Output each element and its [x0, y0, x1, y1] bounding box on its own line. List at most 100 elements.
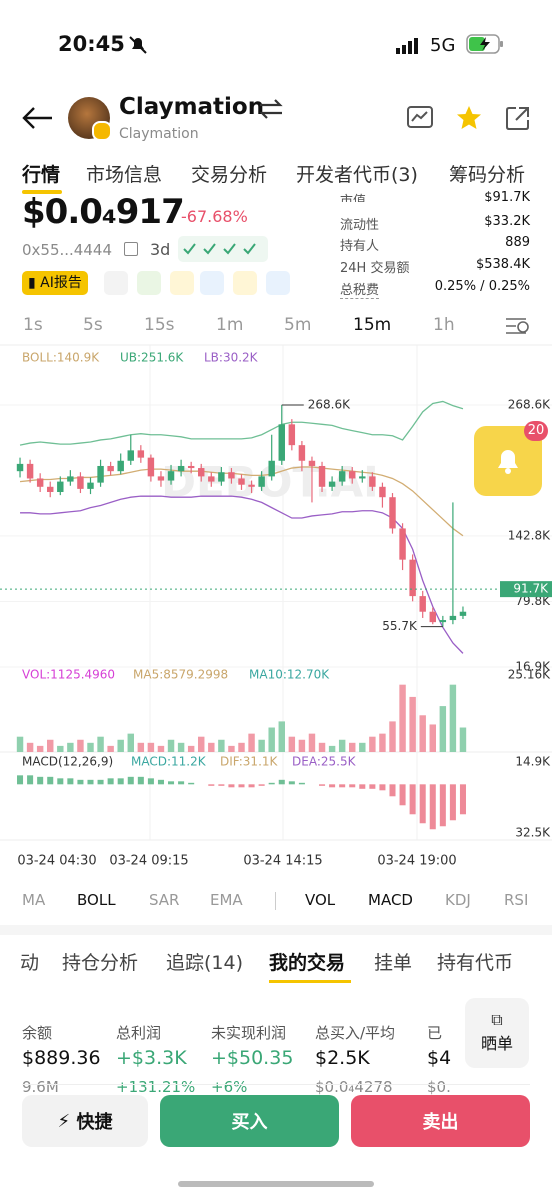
- timeframe[interactable]: 1m: [216, 315, 244, 335]
- timeframe[interactable]: 15s: [144, 315, 175, 335]
- back-button[interactable]: [22, 106, 54, 130]
- token-subtitle: Claymation: [119, 126, 199, 142]
- bottom-tab[interactable]: 追踪(14): [166, 952, 244, 974]
- candle-body: [67, 476, 74, 482]
- volume-bar: [369, 736, 376, 752]
- volume-bar: [177, 742, 185, 752]
- legend-item: DEA:25.5K: [292, 755, 357, 769]
- candle-body: [137, 450, 145, 458]
- bottom-tab[interactable]: 挂单: [374, 952, 413, 974]
- timeframe[interactable]: 15m: [353, 315, 392, 335]
- macd-bar: [349, 784, 356, 788]
- settings-icon[interactable]: [504, 315, 532, 337]
- search-button[interactable]: [104, 271, 128, 295]
- low-label: 55.7K: [382, 619, 418, 633]
- indicator[interactable]: SAR: [149, 891, 180, 909]
- indicator[interactable]: RSI: [504, 891, 529, 909]
- token-age: 3d: [150, 240, 171, 259]
- indicator[interactable]: MACD: [368, 891, 413, 909]
- tab[interactable]: 筹码分析: [449, 164, 526, 186]
- buy-button[interactable]: 买入: [160, 1095, 339, 1147]
- macd-bar: [137, 776, 144, 785]
- volume-bar: [349, 742, 356, 752]
- indicator[interactable]: EMA: [210, 891, 243, 909]
- bottom-tab[interactable]: 我的交易: [269, 952, 346, 974]
- macd-bar: [429, 784, 436, 830]
- tab[interactable]: 开发者代币(3): [296, 164, 418, 186]
- watch-icon[interactable]: [406, 105, 436, 133]
- x-tick-label: 03-24 04:30: [17, 854, 96, 869]
- mute-icon: [129, 36, 147, 54]
- candle-body: [248, 484, 255, 487]
- candle-body: [147, 457, 155, 477]
- macd-bar: [339, 784, 346, 788]
- trade-stat-sub: $0.: [427, 1078, 451, 1096]
- volume-bar: [47, 739, 54, 752]
- tool-button[interactable]: [137, 271, 161, 295]
- candle-body: [167, 471, 175, 481]
- trade-stat-value: $4: [427, 1047, 452, 1069]
- candle-body: [208, 476, 215, 482]
- ai-report-button[interactable]: ▮ AI报告: [22, 271, 88, 295]
- timeframe[interactable]: 5s: [83, 315, 103, 335]
- tool-button[interactable]: [170, 271, 194, 295]
- indicator[interactable]: KDJ: [445, 891, 471, 909]
- clock: 20:45: [58, 32, 125, 56]
- tab[interactable]: 市场信息: [86, 164, 163, 186]
- macd-bar: [298, 782, 305, 785]
- swap-icon[interactable]: [258, 98, 284, 120]
- indicator[interactable]: BOLL: [77, 891, 116, 909]
- candle-body: [36, 478, 44, 487]
- share-button[interactable]: ⧉ 晒单: [465, 998, 529, 1068]
- volume-bar: [36, 745, 44, 752]
- bottom-tab[interactable]: 动: [20, 952, 40, 974]
- x-tick-label: 03-24 19:00: [377, 854, 456, 869]
- volume-bar: [67, 742, 74, 752]
- trade-stat-value: $889.36: [22, 1047, 101, 1069]
- macd-bar: [117, 778, 124, 785]
- divider: [22, 1084, 530, 1085]
- trade-stat-sub: 9.6M: [22, 1078, 59, 1096]
- tab[interactable]: 交易分析: [191, 164, 268, 186]
- volume-bar: [198, 736, 205, 752]
- network: 5G: [430, 35, 456, 56]
- candle-body: [298, 445, 306, 461]
- macd-bar: [218, 784, 225, 786]
- candle-body: [268, 460, 275, 477]
- candle-body: [97, 465, 104, 483]
- favorite-star[interactable]: [455, 104, 483, 132]
- sell-button[interactable]: 卖出: [351, 1095, 530, 1147]
- candle-body: [359, 476, 366, 479]
- candle-body: [238, 478, 245, 485]
- macd-bar: [238, 784, 245, 788]
- indicator[interactable]: MA: [22, 891, 46, 909]
- tool-button[interactable]: [233, 271, 257, 295]
- quick-button[interactable]: ⚡ 快捷: [22, 1095, 148, 1147]
- trade-stat-label: 已: [427, 1024, 443, 1042]
- macd-bar: [87, 779, 94, 785]
- share-icon[interactable]: [505, 105, 531, 131]
- bottom-tab[interactable]: 持有代币: [437, 952, 514, 974]
- macd-bar: [449, 784, 456, 821]
- volume-bar: [439, 706, 447, 752]
- macd-bar: [17, 775, 24, 785]
- timeframe[interactable]: 1s: [23, 315, 43, 335]
- volume-bar: [429, 724, 436, 752]
- timeframe[interactable]: 1h: [433, 315, 455, 335]
- tab[interactable]: 行情: [22, 164, 61, 186]
- copy-icon[interactable]: [124, 242, 138, 256]
- macd-bar: [157, 779, 164, 785]
- tool-button[interactable]: [266, 271, 290, 295]
- bottom-tab[interactable]: 持仓分析: [62, 952, 139, 974]
- candle-body: [107, 465, 114, 472]
- sell-label: 卖出: [422, 1112, 459, 1133]
- timeframe[interactable]: 5m: [284, 315, 312, 335]
- legend-item: MA10:12.70K: [249, 668, 330, 682]
- x-button[interactable]: [200, 271, 224, 295]
- macd-bar: [399, 784, 406, 806]
- high-label: 268.6K: [308, 397, 351, 411]
- indicator[interactable]: VOL: [305, 891, 336, 909]
- trade-stat-value: +$50.35: [211, 1047, 294, 1069]
- candle-body: [419, 596, 426, 612]
- candle-body: [338, 471, 346, 482]
